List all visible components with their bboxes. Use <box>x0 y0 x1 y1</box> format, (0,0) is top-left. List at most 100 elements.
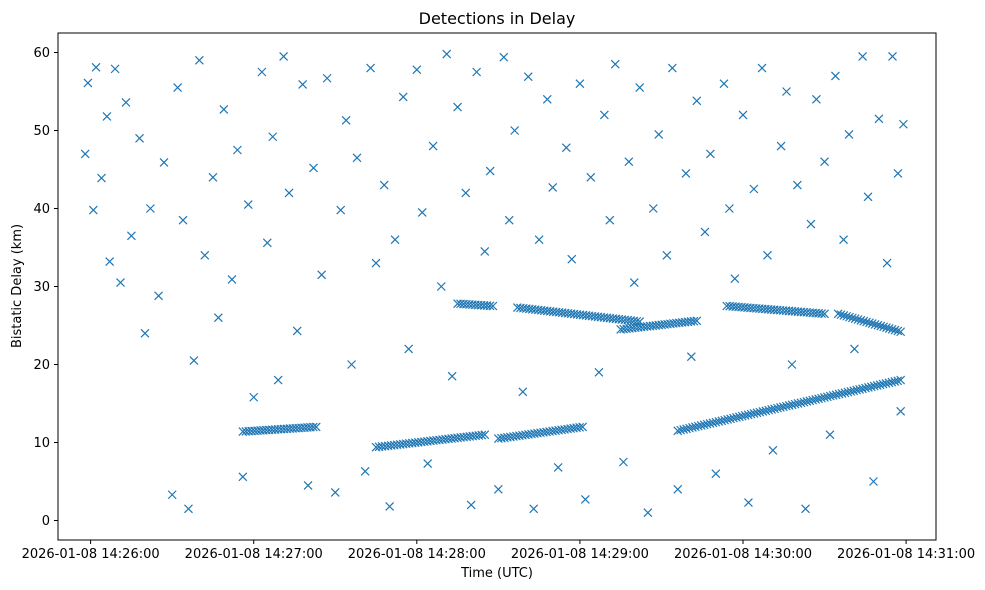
x-tick-label: 2026-01-08 14:28:00 <box>348 547 486 562</box>
data-point <box>352 153 362 163</box>
data-point <box>472 67 482 77</box>
data-point <box>238 472 248 482</box>
data-point <box>548 183 558 192</box>
data-point <box>499 52 509 62</box>
data-point <box>385 502 395 511</box>
track-point <box>893 326 903 336</box>
data-point <box>882 258 892 268</box>
track-point <box>867 319 877 329</box>
data-point <box>91 62 101 72</box>
data-point <box>268 132 278 142</box>
track-point <box>859 316 869 326</box>
track-point <box>488 301 498 311</box>
data-point <box>553 463 563 472</box>
data-point <box>700 227 710 237</box>
track-point <box>870 319 880 329</box>
data-point <box>869 477 878 486</box>
data-point <box>213 313 223 323</box>
data-point <box>806 219 816 229</box>
data-point <box>692 96 702 106</box>
data-point <box>200 250 210 260</box>
data-point <box>749 184 759 194</box>
data-point <box>145 204 155 213</box>
track-point <box>856 315 866 325</box>
y-tick-label: 20 <box>33 358 50 373</box>
data-point <box>629 278 639 288</box>
data-point <box>371 258 381 268</box>
data-point <box>194 55 204 65</box>
track-point <box>873 320 883 330</box>
data-point <box>303 480 313 490</box>
x-tick-label: 2026-01-08 14:27:00 <box>185 547 323 562</box>
data-point <box>744 498 753 507</box>
data-point <box>724 204 734 213</box>
y-tick-label: 40 <box>33 202 50 217</box>
data-point <box>80 149 90 159</box>
data-point <box>529 504 539 514</box>
data-point <box>874 114 884 124</box>
data-point <box>97 173 106 183</box>
data-point <box>140 328 150 338</box>
data-point <box>667 63 677 73</box>
x-axis-label: Time (UTC) <box>460 566 533 581</box>
data-point <box>436 282 446 291</box>
data-point <box>686 352 696 362</box>
data-point <box>232 145 242 155</box>
data-point <box>461 188 471 198</box>
data-point <box>523 72 533 82</box>
data-point <box>398 92 408 102</box>
track-point <box>477 430 487 440</box>
track-point <box>842 311 852 321</box>
data-point <box>189 356 199 366</box>
data-point <box>605 215 615 225</box>
track-point <box>893 376 903 386</box>
data-point <box>227 275 237 284</box>
data-point <box>298 80 308 89</box>
data-point <box>178 215 188 225</box>
x-tick-label: 2026-01-08 14:26:00 <box>22 547 160 562</box>
track-point <box>850 314 860 324</box>
data-point <box>801 504 810 514</box>
data-point <box>404 344 414 354</box>
data-point <box>417 207 427 217</box>
data-point <box>309 163 318 173</box>
data-point <box>379 180 389 190</box>
data-point <box>360 466 370 476</box>
data-point <box>390 235 400 245</box>
data-point <box>412 65 422 75</box>
data-point <box>839 235 849 245</box>
data-point <box>624 157 634 167</box>
track-point <box>879 322 889 332</box>
data-point <box>121 97 131 107</box>
data-point <box>763 250 772 260</box>
track-point <box>862 317 871 327</box>
data-point <box>347 360 356 369</box>
data-point <box>317 270 327 280</box>
track-point <box>853 315 863 324</box>
data-point <box>673 484 683 494</box>
data-point <box>510 126 520 135</box>
y-tick-label: 10 <box>33 436 50 451</box>
data-point <box>485 166 495 176</box>
data-point <box>662 250 672 260</box>
data-point <box>173 83 183 93</box>
data-point <box>719 79 729 89</box>
data-point <box>567 254 577 264</box>
track-point <box>485 301 495 311</box>
data-markers <box>80 49 908 518</box>
data-point <box>480 246 490 256</box>
data-point <box>830 71 840 81</box>
track-point <box>817 309 827 318</box>
data-point <box>776 141 786 151</box>
data-point <box>618 457 628 467</box>
data-point <box>466 500 476 510</box>
data-point <box>811 94 821 104</box>
data-point <box>594 367 604 377</box>
data-point <box>154 291 164 301</box>
data-point <box>730 274 740 284</box>
data-point <box>110 64 120 74</box>
data-point <box>635 83 645 93</box>
track-point <box>896 327 906 337</box>
data-point <box>599 110 609 120</box>
data-point <box>135 133 144 143</box>
